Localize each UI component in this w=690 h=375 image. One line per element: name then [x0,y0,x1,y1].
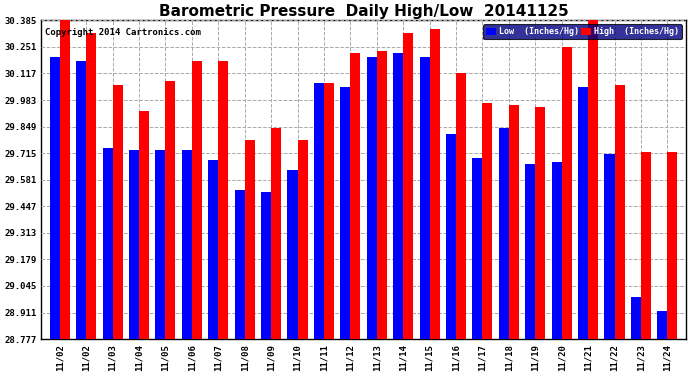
Bar [667,152,678,339]
Bar [366,57,377,339]
Bar [112,85,123,339]
Bar [393,53,403,339]
Bar [525,164,535,339]
Bar [181,150,192,339]
Bar [139,111,149,339]
Bar [631,297,641,339]
Bar [235,190,245,339]
Legend: Low  (Inches/Hg), High  (Inches/Hg): Low (Inches/Hg), High (Inches/Hg) [483,24,682,39]
Bar [578,87,588,339]
Bar [499,128,509,339]
Bar [420,57,430,339]
Bar [403,33,413,339]
Bar [658,311,667,339]
Bar [551,162,562,339]
Bar [509,105,519,339]
Bar [288,170,297,339]
Bar [129,150,139,339]
Bar [604,154,615,339]
Bar [641,152,651,339]
Title: Barometric Pressure  Daily High/Low  20141125: Barometric Pressure Daily High/Low 20141… [159,4,569,19]
Bar [615,85,624,339]
Bar [261,192,271,339]
Bar [192,61,202,339]
Bar [456,73,466,339]
Bar [271,128,281,339]
Bar [297,140,308,339]
Bar [86,33,96,339]
Bar [351,53,360,339]
Bar [208,160,218,339]
Bar [166,81,175,339]
Bar [324,83,334,339]
Bar [473,158,482,339]
Text: Copyright 2014 Cartronics.com: Copyright 2014 Cartronics.com [44,28,200,37]
Bar [562,47,572,339]
Bar [155,150,166,339]
Bar [314,83,324,339]
Bar [588,20,598,339]
Bar [218,61,228,339]
Bar [103,148,112,339]
Bar [340,87,351,339]
Bar [535,106,545,339]
Bar [430,29,440,339]
Bar [76,61,86,339]
Bar [377,51,387,339]
Bar [50,57,60,339]
Bar [482,103,493,339]
Bar [245,140,255,339]
Bar [60,0,70,339]
Bar [446,134,456,339]
